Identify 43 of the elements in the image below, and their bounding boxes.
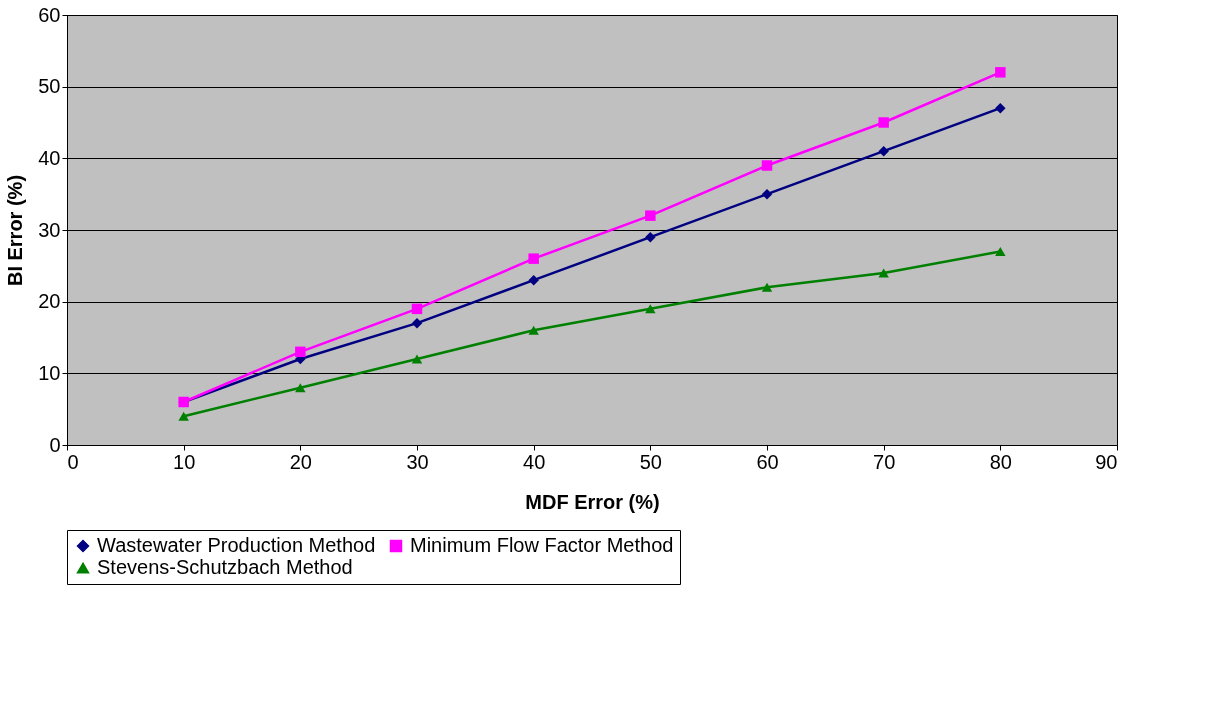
x-tick-label: 40	[523, 450, 546, 473]
x-tick-label: 10	[173, 450, 196, 473]
point	[878, 117, 889, 128]
point	[411, 354, 423, 364]
y-axis-title: BI Error (%)	[4, 174, 27, 287]
point	[528, 325, 539, 335]
point	[761, 188, 773, 200]
x-tick-label: 80	[989, 450, 1012, 473]
point	[995, 67, 1006, 78]
point	[995, 102, 1006, 114]
point	[645, 210, 656, 221]
point	[645, 304, 656, 314]
point	[295, 383, 306, 393]
x-tick-label: 60	[756, 450, 779, 473]
y-tick-label: 20	[38, 290, 61, 313]
y-tick-label: 30	[38, 218, 61, 241]
x-tick-label: 50	[639, 450, 662, 473]
x-tick-label: 20	[289, 450, 312, 473]
x-tick-label: 90	[1095, 450, 1118, 473]
legend-label: Minimum Flow Factor Method	[410, 534, 674, 556]
point	[528, 253, 539, 264]
legend-label: Stevens-Schutzbach Method	[97, 556, 353, 578]
point	[411, 303, 423, 315]
x-tick-label: 70	[873, 450, 896, 473]
x-axis-title: MDF Error (%)	[525, 490, 660, 513]
y-tick-label: 10	[38, 361, 61, 384]
point	[761, 282, 773, 292]
point	[528, 274, 539, 286]
point	[178, 411, 189, 421]
y-tick-label: 0	[49, 433, 61, 456]
point	[878, 268, 889, 278]
x-tick-label: 30	[406, 450, 429, 473]
legend-label: Wastewater Production Method	[97, 534, 376, 556]
point	[878, 145, 889, 157]
point	[411, 317, 423, 329]
point	[295, 346, 306, 358]
x-tick-label: 0	[67, 450, 79, 473]
y-tick-label: 60	[38, 3, 61, 26]
y-tick-label: 50	[38, 75, 61, 98]
point	[761, 160, 773, 171]
y-tick-label: 40	[38, 146, 61, 169]
point	[645, 231, 656, 243]
point	[995, 246, 1006, 257]
